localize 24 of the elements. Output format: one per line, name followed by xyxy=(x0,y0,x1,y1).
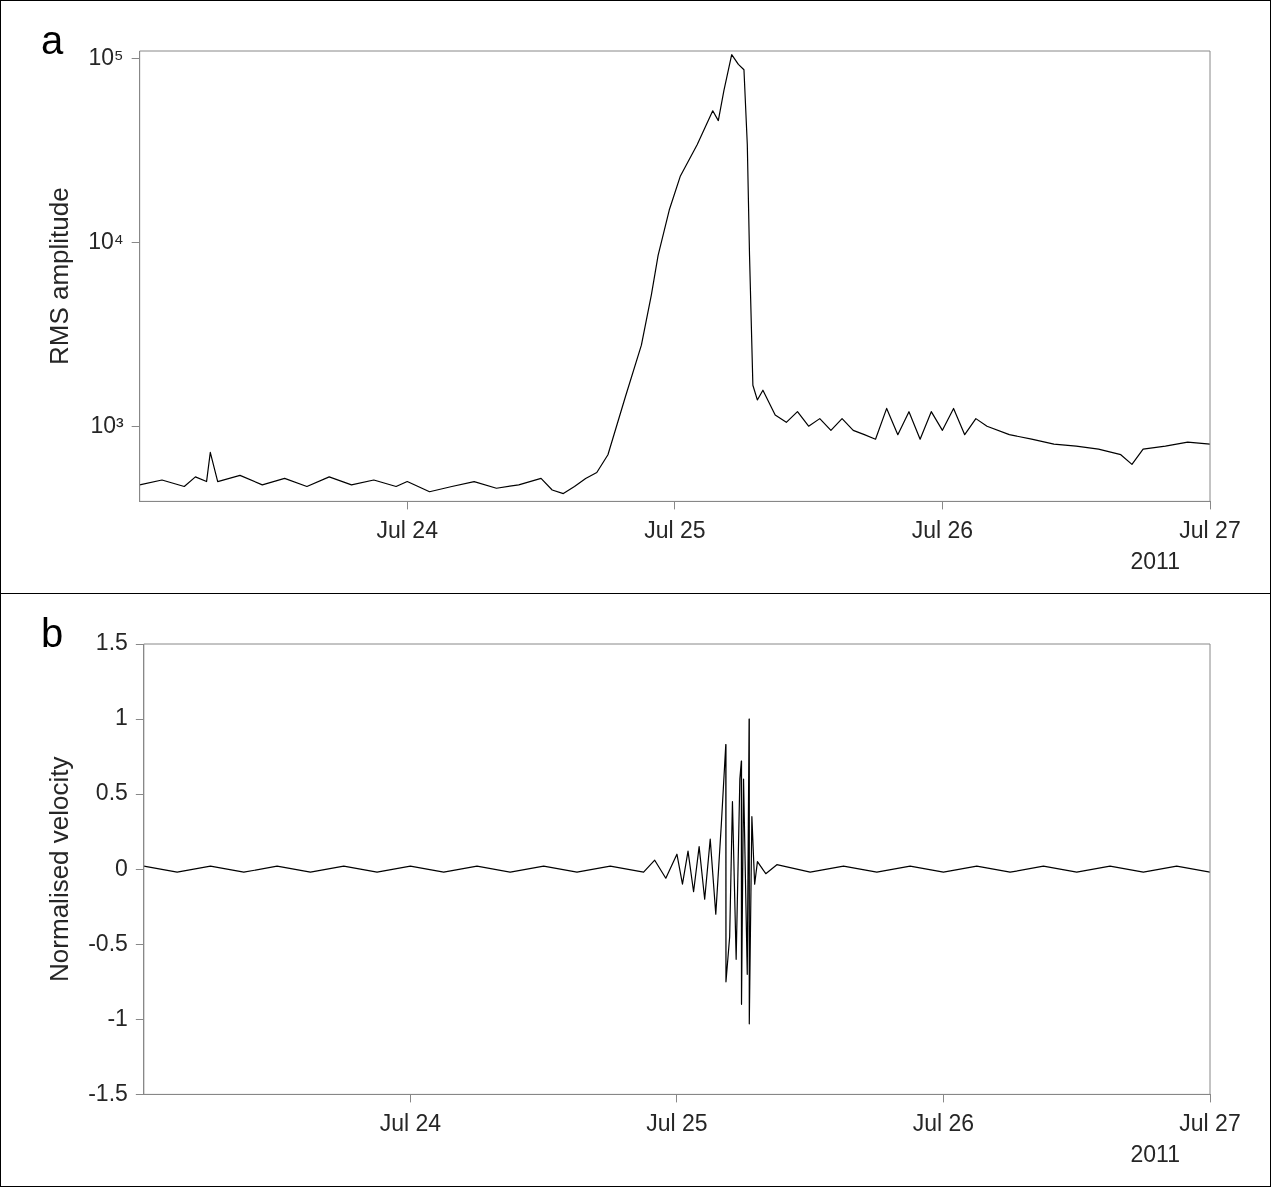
y-tick-label: 1 xyxy=(115,704,128,731)
y-tick-label: -1 xyxy=(107,1004,128,1031)
x-tick-label: Jul 26 xyxy=(912,1109,975,1136)
x-tick-label: Jul 26 xyxy=(911,516,974,543)
x-tick-label: Jul 27 xyxy=(1179,516,1241,543)
text: 2011 xyxy=(1130,1141,1180,1168)
y-tick-label: 0.5 xyxy=(95,779,128,806)
chart-title: a xyxy=(41,18,64,63)
y-tick-label: -0.5 xyxy=(88,929,128,956)
chart-title: b xyxy=(41,611,64,656)
y-tick-label: 1.5 xyxy=(95,629,128,656)
y-tick-label: 10⁴ xyxy=(88,227,124,254)
x-tick-label: Jul 24 xyxy=(376,516,439,543)
x-tick-label: Jul 27 xyxy=(1179,1109,1241,1136)
y-tick-label: -1.5 xyxy=(88,1079,128,1106)
x-tick-label: Jul 25 xyxy=(644,516,706,543)
y-axis-title: RMS amplitude xyxy=(43,187,74,366)
text: 2011 xyxy=(1130,548,1180,575)
y-tick-label: 0 xyxy=(115,854,128,881)
y-tick-label: 10³ xyxy=(90,411,124,438)
y-axis-title: Normalised velocity xyxy=(43,756,74,982)
y-tick-label: 10⁵ xyxy=(88,43,124,70)
x-tick-label: Jul 25 xyxy=(646,1109,708,1136)
x-tick-label: Jul 24 xyxy=(379,1109,442,1136)
